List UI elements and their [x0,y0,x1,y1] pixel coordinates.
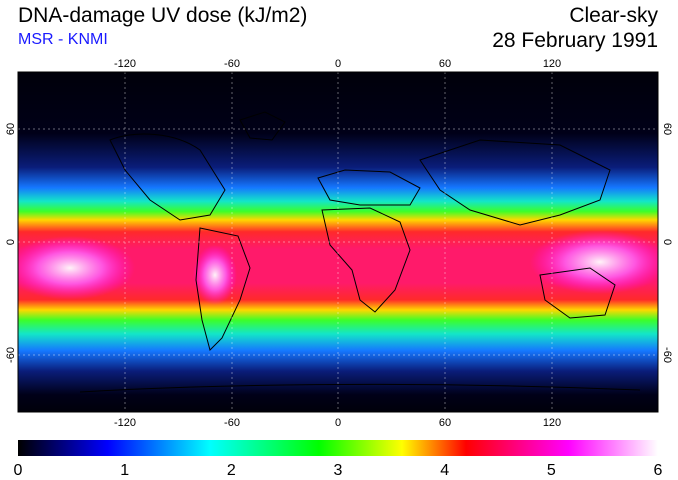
lat-tick-label-left: 60 [5,123,17,135]
lon-tick-label-top: -120 [114,58,136,70]
colorbar-tick-label: 5 [547,462,556,479]
lon-tick-label-bottom: -60 [224,417,240,429]
lon-tick-label-top: 120 [543,58,561,70]
sky-condition-label: Clear-sky [569,4,658,27]
lon-tick-label-top: -60 [224,58,240,70]
colorbar-tick-label: 3 [334,462,343,479]
graticule [18,72,658,412]
map-title: DNA-damage UV dose (kJ/m2) [18,4,308,27]
lon-tick-label-bottom: 0 [335,417,341,429]
colorbar-tick-label: 2 [227,462,236,479]
lat-tick-label-right: -60 [661,347,673,363]
map-frame [17,71,659,413]
lon-tick-label-bottom: -120 [114,417,136,429]
lat-tick-label-left: -60 [5,347,17,363]
lat-tick-label-left: 0 [5,239,17,245]
colorbar-tick-label: 4 [440,462,449,479]
lon-tick-label-top: 0 [335,58,341,70]
date-label: 28 February 1991 [492,29,658,52]
coastlines [79,111,641,393]
lon-tick-label-top: 60 [439,58,451,70]
lat-tick-label-right: 0 [661,239,673,245]
colorbar [18,440,658,456]
colorbar-tick-label: 0 [14,462,23,479]
colorbar-tick-label: 1 [120,462,129,479]
lat-tick-label-right: 60 [661,123,673,135]
lon-tick-label-bottom: 60 [439,417,451,429]
map-subtitle: MSR - KNMI [18,31,108,48]
colorbar-tick-label: 6 [654,462,663,479]
lon-tick-label-bottom: 120 [543,417,561,429]
